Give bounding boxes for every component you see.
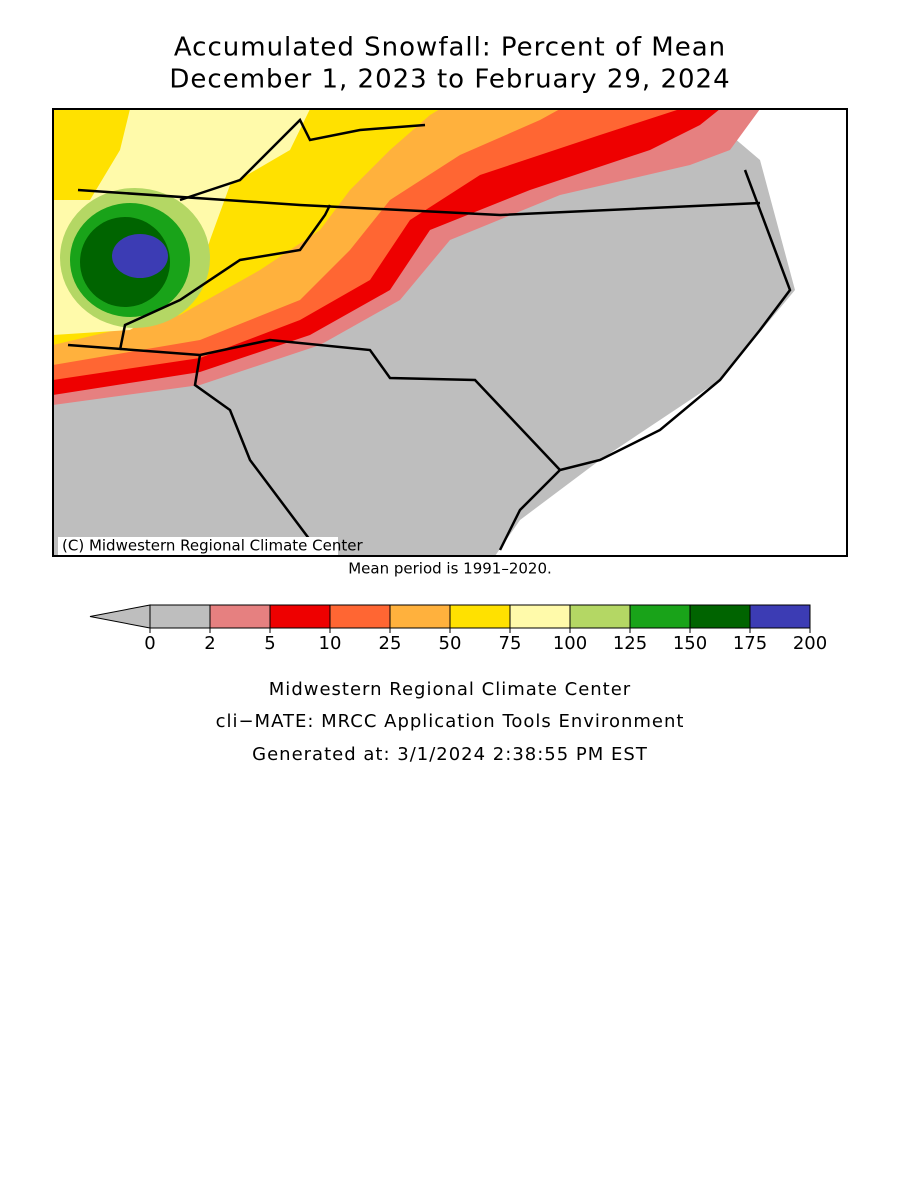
legend-tick-label: 5 (264, 633, 275, 654)
legend-box (209, 604, 271, 629)
mean-note: Mean period is 1991–2020. (348, 560, 552, 578)
legend-tick-label: 200 (793, 633, 827, 654)
title-line: December 1, 2023 to February 29, 2024 (169, 65, 730, 95)
legend-box (389, 604, 451, 629)
title-line: Accumulated Snowfall: Percent of Mean (174, 33, 726, 63)
legend-under (89, 604, 151, 629)
legend-box (629, 604, 691, 629)
legend-tick-label: 175 (733, 633, 767, 654)
legend-tick-label: 10 (319, 633, 342, 654)
legend-box (749, 604, 811, 629)
legend-box (329, 604, 391, 629)
legend-tick-label: 0 (144, 633, 155, 654)
legend-box (149, 604, 211, 629)
legend-tick-label: 75 (499, 633, 522, 654)
legend-tick-label: 150 (673, 633, 707, 654)
footer-line: Generated at: 3/1/2024 2:38:55 PM EST (252, 744, 648, 765)
copyright: (C) Midwestern Regional Climate Center (62, 537, 363, 555)
footer-line: cli−MATE: MRCC Application Tools Environ… (216, 711, 685, 732)
legend-tick-label: 100 (553, 633, 587, 654)
map-frame (52, 108, 848, 557)
map (53, 109, 847, 556)
legend-box (569, 604, 631, 629)
legend: 0 2 5 10 25 50 75 100 125 150 175 200 (89, 604, 827, 654)
legend-box (509, 604, 571, 629)
legend-box (449, 604, 511, 629)
legend-box (689, 604, 751, 629)
legend-tick-label: 125 (613, 633, 647, 654)
footer-line: Midwestern Regional Climate Center (269, 679, 631, 700)
legend-tick-label: 25 (379, 633, 402, 654)
legend-tick-label: 50 (439, 633, 462, 654)
legend-tick-label: 2 (204, 633, 215, 654)
legend-box (269, 604, 331, 629)
